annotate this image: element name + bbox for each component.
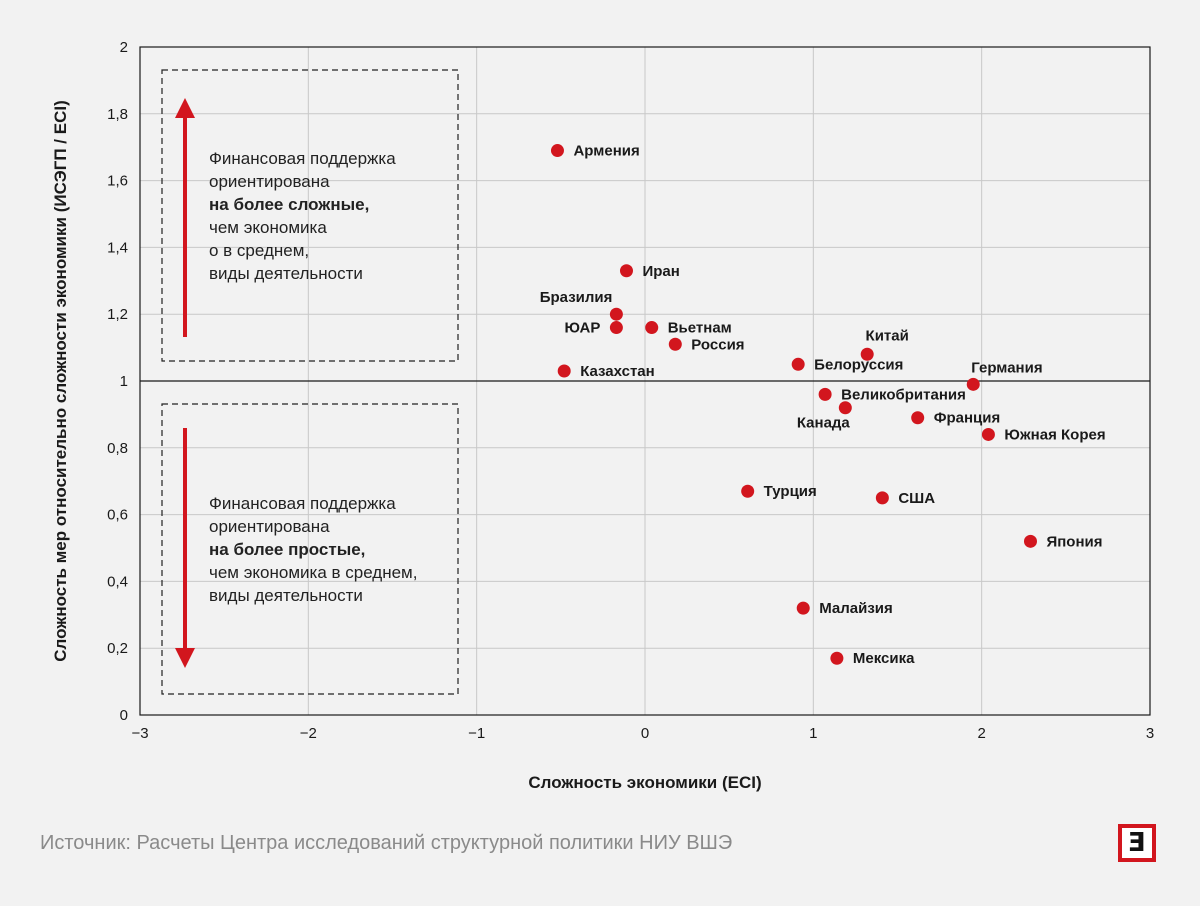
data-point <box>860 347 874 361</box>
x-tick-label: −2 <box>300 725 317 742</box>
source-note: Источник: Расчеты Центра исследований ст… <box>40 832 733 854</box>
y-tick-label: 1,4 <box>107 239 128 256</box>
data-point <box>550 144 564 158</box>
data-point-label: Иран <box>642 263 679 280</box>
data-point-label: Канада <box>797 415 851 432</box>
data-point-label: Казахстан <box>580 363 655 380</box>
data-point <box>741 484 755 498</box>
data-points <box>550 144 1037 665</box>
upper-note-line-2: ориентирована <box>209 172 330 191</box>
data-point-label: Германия <box>971 359 1042 376</box>
data-point <box>1023 534 1037 548</box>
y-tick-label: 1,6 <box>107 173 128 190</box>
data-point <box>966 377 980 391</box>
y-tick-labels: 0 0,2 0,4 0,6 0,8 1 1,2 1,4 1,6 1,8 2 <box>107 39 128 724</box>
data-point <box>557 364 571 378</box>
data-point-label: Бразилия <box>540 289 613 306</box>
data-point-label: Россия <box>691 336 744 353</box>
data-point <box>619 264 633 278</box>
data-point <box>981 427 995 441</box>
data-point-label: Армения <box>573 143 639 160</box>
upper-note-line-4: чем экономика <box>209 218 327 237</box>
upper-note-line-6: виды деятельности <box>209 264 363 283</box>
data-point-label: США <box>898 490 935 507</box>
data-point-label: Франция <box>934 410 1001 427</box>
publisher-logo: Е <box>1118 824 1156 862</box>
y-tick-label: 0,4 <box>107 573 128 590</box>
x-tick-label: −3 <box>131 725 148 742</box>
lower-note-line-2: ориентирована <box>209 517 330 536</box>
y-tick-label: 0,6 <box>107 507 128 524</box>
data-point-label: Малайзия <box>819 600 893 617</box>
data-point <box>830 651 844 665</box>
x-tick-label: 2 <box>977 725 985 742</box>
data-point-label: Южная Корея <box>1004 426 1105 443</box>
data-point <box>668 337 682 351</box>
data-point-label: Мексика <box>853 650 915 667</box>
x-tick-label: −1 <box>468 725 485 742</box>
data-point-label: ЮАР <box>564 320 600 337</box>
y-tick-label: 0,2 <box>107 640 128 657</box>
y-tick-label: 1,8 <box>107 106 128 123</box>
y-tick-label: 1,2 <box>107 306 128 323</box>
y-tick-label: 0,8 <box>107 440 128 457</box>
upper-note-line-3: на более сложные, <box>209 195 370 214</box>
lower-note-line-3: на более простые, <box>209 540 366 559</box>
data-point <box>609 321 623 335</box>
upper-note-box <box>161 69 459 362</box>
data-point <box>645 321 659 335</box>
data-point-label: Япония <box>1046 533 1102 550</box>
x-tick-label: 1 <box>809 725 817 742</box>
upper-note-line-5: о в среднем, <box>209 241 310 260</box>
y-tick-label: 0 <box>120 707 128 724</box>
y-tick-label: 2 <box>120 39 128 56</box>
data-point-label: Вьетнам <box>668 320 732 337</box>
data-point <box>796 601 810 615</box>
data-point <box>609 307 623 321</box>
x-tick-label: 0 <box>641 725 649 742</box>
lower-note-line-4: чем экономика в среднем, <box>209 563 418 582</box>
x-tick-label: 3 <box>1146 725 1154 742</box>
up-arrow <box>175 98 195 337</box>
y-axis-title: Сложность мер относительно сложности эко… <box>51 100 70 661</box>
y-tick-label: 1 <box>120 373 128 390</box>
lower-note-line-5: виды деятельности <box>209 586 363 605</box>
lower-note: Финансовая поддержка ориентирована на бо… <box>209 492 459 607</box>
data-point <box>838 401 852 415</box>
upper-note-line-1: Финансовая поддержка <box>209 149 396 168</box>
down-arrow <box>175 428 195 668</box>
lower-note-box <box>161 403 459 695</box>
data-point <box>791 357 805 371</box>
data-point-label: Китай <box>866 327 909 344</box>
logo-glyph: Е <box>1128 828 1146 858</box>
x-tick-labels: −3 −2 −1 0 1 2 3 <box>131 725 1154 742</box>
data-point-label: Белоруссия <box>814 356 903 373</box>
data-point-label: Великобритания <box>841 386 966 403</box>
data-point-label: Турция <box>764 483 817 500</box>
upper-note: Финансовая поддержка ориентирована на бо… <box>209 147 459 285</box>
x-axis-title: Сложность экономики (ECI) <box>528 773 761 792</box>
lower-note-line-1: Финансовая поддержка <box>209 494 396 513</box>
data-point <box>818 387 832 401</box>
data-point <box>911 411 925 425</box>
data-point <box>875 491 889 505</box>
